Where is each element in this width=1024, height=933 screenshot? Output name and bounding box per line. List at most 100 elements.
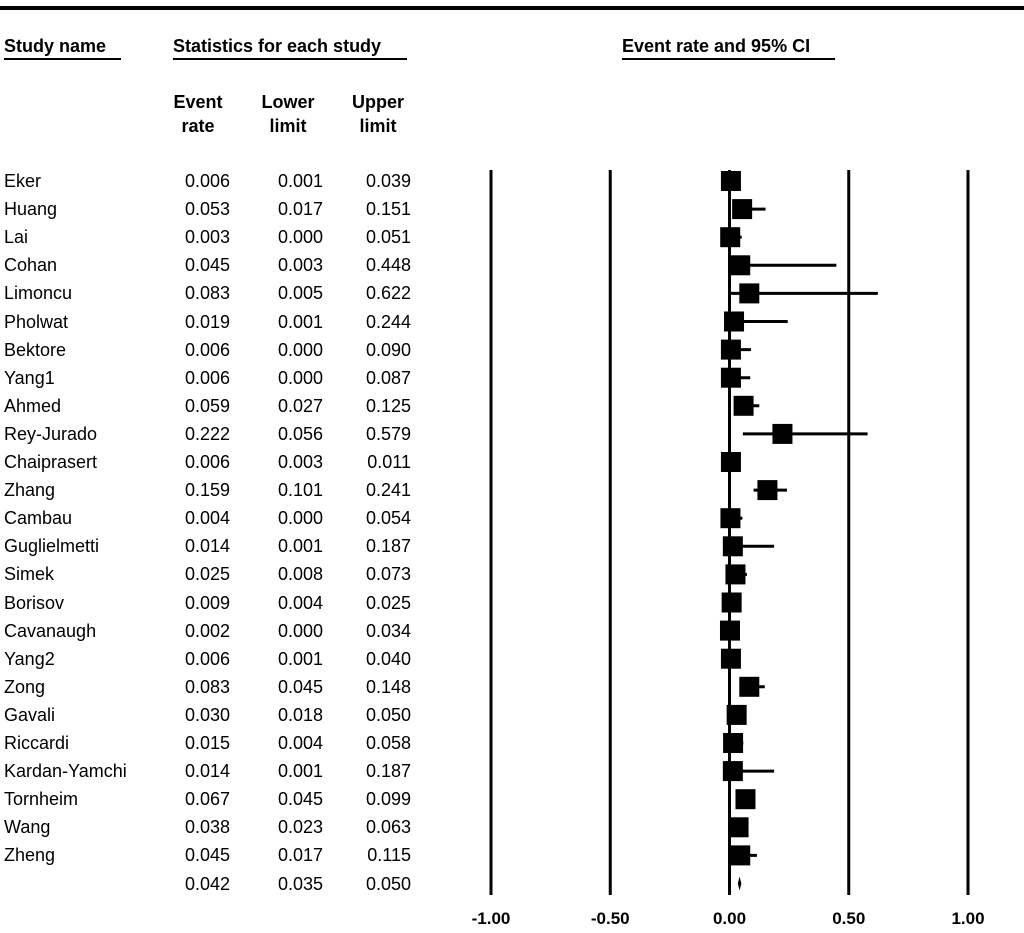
- study-name: Huang: [4, 199, 58, 220]
- lower-limit-value: 0.017: [277, 199, 323, 220]
- point-estimate-marker: [722, 536, 743, 557]
- lower-limit-value: 0.000: [277, 227, 323, 248]
- study-name: Lai: [4, 227, 29, 248]
- study-name-header: Study name: [4, 36, 107, 56]
- point-estimate-marker: [721, 592, 742, 613]
- lower-limit-value: 0.001: [277, 171, 323, 191]
- lower-limit-header-line2: limit: [269, 116, 307, 136]
- event-rate-value: 0.015: [184, 733, 230, 753]
- plot-title: Event rate and 95% CI: [622, 36, 811, 56]
- study-name: Cambau: [4, 508, 73, 529]
- event-rate-value: 0.014: [184, 761, 230, 782]
- upper-limit-value: 0.025: [365, 592, 411, 613]
- study-name: Zheng: [4, 845, 56, 866]
- event-rate-value: 0.045: [184, 845, 230, 866]
- point-estimate-marker: [739, 676, 760, 697]
- lower-limit-header: Lower limit: [250, 90, 326, 138]
- lower-limit-value: 0.045: [277, 789, 323, 810]
- event-rate-value: 0.006: [184, 452, 230, 472]
- study-name: Bektore: [4, 339, 67, 360]
- study-name: Chaiprasert: [4, 452, 98, 472]
- upper-limit-value: 0.187: [365, 536, 411, 557]
- study-name: Zhang: [4, 480, 56, 501]
- event-rate-value: 0.159: [184, 480, 230, 501]
- lower-limit-value: 0.005: [277, 283, 323, 304]
- event-rate-value: 0.025: [184, 564, 230, 585]
- upper-limit-value: 0.058: [365, 733, 411, 753]
- upper-limit-value: 0.448: [365, 255, 411, 276]
- point-estimate-marker: [725, 564, 746, 585]
- upper-limit-value: 0.034: [365, 620, 411, 641]
- upper-limit-value: 0.040: [365, 648, 411, 669]
- point-estimate-marker: [739, 283, 760, 304]
- summary-upper-limit: 0.050: [365, 873, 411, 894]
- upper-limit-value: 0.087: [365, 367, 411, 388]
- point-estimate-marker: [720, 452, 741, 472]
- upper-limit-value: 0.099: [365, 789, 411, 810]
- lower-limit-value: 0.023: [277, 817, 323, 838]
- event-rate-value: 0.014: [184, 536, 230, 557]
- upper-limit-value: 0.051: [365, 227, 411, 248]
- event-rate-value: 0.030: [184, 704, 230, 725]
- lower-limit-value: 0.056: [277, 423, 323, 444]
- study-name: Pholwat: [4, 311, 69, 332]
- event-rate-value: 0.045: [184, 255, 230, 276]
- event-rate-value: 0.003: [184, 227, 230, 248]
- lower-limit-value: 0.000: [277, 339, 323, 360]
- study-name: Wang: [4, 817, 51, 838]
- upper-limit-value: 0.039: [365, 171, 411, 191]
- point-estimate-marker: [726, 704, 747, 725]
- upper-limit-value: 0.115: [367, 845, 411, 866]
- summary-event-rate: 0.042: [184, 873, 230, 894]
- point-estimate-marker: [732, 199, 753, 220]
- study-name: Riccardi: [4, 733, 70, 753]
- point-estimate-marker: [733, 395, 754, 416]
- event-rate-value: 0.006: [184, 648, 230, 669]
- study-name: Kardan-Yamchi: [4, 761, 127, 782]
- study-name: Rey-Jurado: [4, 423, 98, 444]
- point-estimate-marker: [720, 227, 741, 248]
- x-tick-label: 0.00: [713, 909, 746, 928]
- study-name: Limoncu: [4, 283, 73, 304]
- point-estimate-marker: [730, 255, 751, 276]
- lower-limit-value: 0.004: [277, 592, 323, 613]
- event-rate-header: Event rate: [160, 90, 236, 138]
- upper-limit-value: 0.090: [365, 339, 411, 360]
- event-rate-header-line1: Event: [173, 92, 223, 112]
- lower-limit-value: 0.003: [277, 255, 323, 276]
- event-rate-value: 0.006: [184, 171, 230, 191]
- lower-limit-value: 0.000: [277, 508, 323, 529]
- event-rate-value: 0.006: [184, 367, 230, 388]
- lower-limit-value: 0.001: [277, 761, 323, 782]
- lower-limit-value: 0.027: [277, 395, 323, 416]
- top-rule: [0, 6, 1024, 10]
- statistics-header: Statistics for each study: [173, 36, 382, 56]
- lower-limit-value: 0.000: [277, 620, 323, 641]
- point-estimate-marker: [757, 480, 778, 501]
- upper-limit-value: 0.244: [365, 311, 411, 332]
- point-estimate-marker: [723, 733, 744, 753]
- event-rate-value: 0.067: [184, 789, 230, 810]
- study-name-underline: [4, 58, 121, 60]
- lower-limit-value: 0.001: [277, 648, 323, 669]
- study-name: Gavali: [4, 704, 56, 725]
- lower-limit-value: 0.008: [277, 564, 323, 585]
- study-name: Cohan: [4, 255, 58, 276]
- study-name: Cavanaugh: [4, 620, 97, 641]
- x-tick-label: 1.00: [951, 909, 984, 928]
- lower-limit-header-line1: Lower: [261, 92, 315, 112]
- upper-limit-value: 0.011: [367, 452, 411, 472]
- point-estimate-marker: [720, 648, 741, 669]
- upper-limit-value: 0.241: [365, 480, 411, 501]
- upper-limit-value: 0.187: [365, 761, 411, 782]
- upper-limit-value: 0.579: [365, 423, 411, 444]
- upper-limit-header: Upper limit: [340, 90, 416, 138]
- x-tick-label: -0.50: [591, 909, 630, 928]
- study-name: Yang2: [4, 648, 55, 669]
- event-rate-value: 0.019: [184, 311, 230, 332]
- upper-limit-header-line1: Upper: [351, 92, 404, 112]
- upper-limit-value: 0.050: [365, 704, 411, 725]
- study-name: Eker: [4, 171, 42, 191]
- point-estimate-marker: [722, 761, 743, 782]
